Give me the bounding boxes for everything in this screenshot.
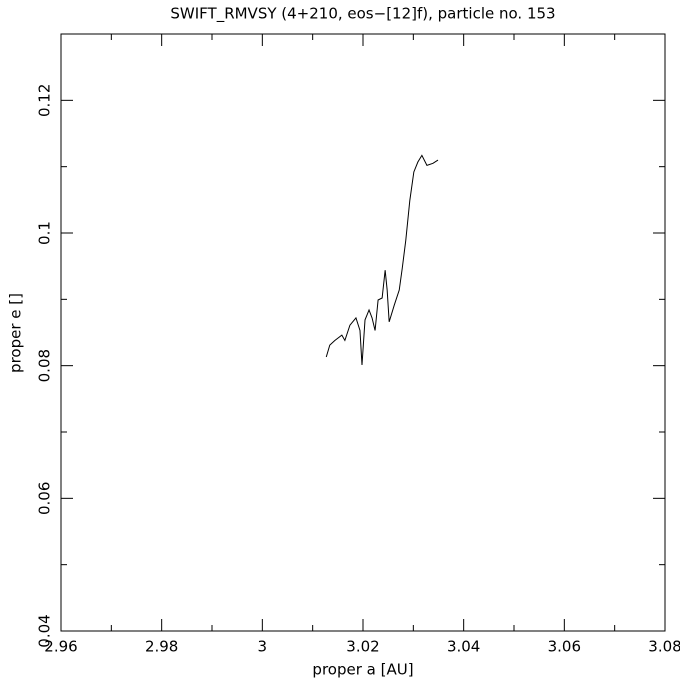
x-tick-label: 3	[258, 638, 268, 656]
y-tick-label: 0.12	[36, 84, 54, 117]
x-tick-label: 3.04	[447, 638, 480, 656]
x-tick-label: 2.98	[145, 638, 178, 656]
y-axis-label: proper e []	[7, 293, 25, 373]
y-tick-label: 0.06	[36, 482, 54, 515]
y-tick-label: 0.1	[36, 221, 54, 245]
x-tick-label: 3.02	[346, 638, 379, 656]
chart-title: SWIFT_RMVSY (4+210, eos−[12]f), particle…	[170, 5, 555, 24]
y-tick-label: 0.08	[36, 349, 54, 382]
x-axis-label: proper a [AU]	[312, 661, 413, 679]
x-tick-label: 3.06	[548, 638, 581, 656]
plot-frame	[60, 33, 666, 632]
trajectory-line	[325, 154, 439, 366]
x-tick-label: 3.08	[648, 638, 680, 656]
y-tick-label: 0.04	[36, 614, 54, 647]
x-tick-label: 2.96	[44, 638, 77, 656]
